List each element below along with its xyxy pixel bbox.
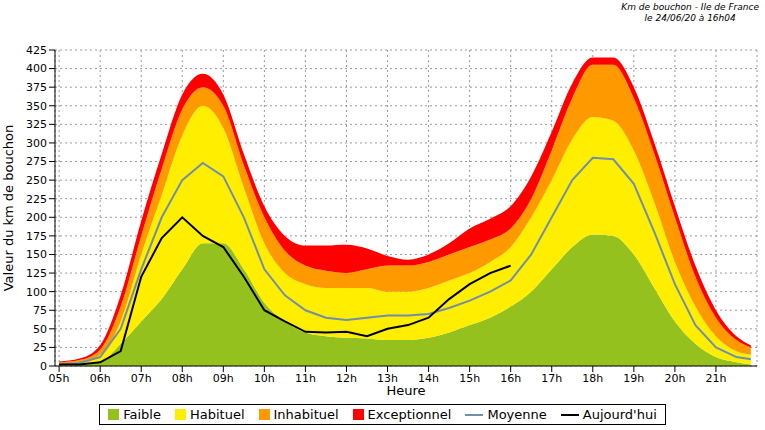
html-text:Exceptionnel: Exceptionnel — [367, 407, 452, 422]
svg-text:25: 25 — [33, 341, 47, 354]
svg-text:14h: 14h — [418, 371, 440, 385]
svg-text:425: 425 — [26, 44, 47, 57]
html-text:le 24/06/20 à 16h04: le 24/06/20 à 16h04 — [644, 13, 736, 23]
svg-text:13h: 13h — [377, 371, 398, 385]
svg-text:350: 350 — [26, 100, 47, 113]
svg-text:05h: 05h — [49, 372, 70, 385]
svg-text:300: 300 — [26, 137, 47, 150]
svg-text:18h: 18h — [582, 372, 603, 385]
svg-text:07h: 07h — [131, 372, 152, 385]
svg-text:17h: 17h — [541, 372, 562, 385]
svg-text:19h: 19h — [623, 372, 644, 385]
svg-text:50: 50 — [33, 323, 47, 336]
svg-text:100: 100 — [26, 286, 47, 299]
svg-text:250: 250 — [26, 174, 47, 187]
svg-text:225: 225 — [26, 193, 47, 206]
html-text:Inhabituel: Inhabituel — [273, 407, 339, 422]
html-text:Km de bouchon - Ile de France: Km de bouchon - Ile de France — [621, 2, 759, 12]
svg-text:16h: 16h — [500, 372, 521, 385]
svg-text:Heure: Heure — [386, 383, 425, 395]
svg-text:150: 150 — [26, 248, 47, 261]
svg-text:0: 0 — [40, 360, 47, 373]
html-text:Habituel: Habituel — [190, 407, 245, 422]
svg-text:21h: 21h — [705, 372, 726, 385]
svg-text:20h: 20h — [664, 372, 685, 385]
svg-text:325: 325 — [26, 118, 47, 131]
svg-text:175: 175 — [26, 230, 47, 243]
html-text:Moyenne: Moyenne — [487, 407, 547, 422]
svg-text:Valeur du km de bouchon: Valeur du km de bouchon — [8, 125, 16, 292]
svg-text:06h: 06h — [90, 372, 111, 385]
html-text:Aujourd'hui: Aujourd'hui — [582, 407, 657, 422]
svg-text:10h: 10h — [254, 372, 275, 385]
svg-text:12h: 12h — [336, 372, 357, 385]
svg-text:08h: 08h — [172, 372, 193, 385]
html-text:Faible: Faible — [123, 407, 161, 422]
svg-text:75: 75 — [33, 304, 47, 317]
svg-text:200: 200 — [26, 211, 47, 224]
svg-text:15h: 15h — [459, 372, 480, 385]
svg-text:09h: 09h — [213, 372, 234, 385]
svg-text:11h: 11h — [295, 372, 316, 385]
svg-text:275: 275 — [26, 155, 47, 168]
svg-text:375: 375 — [26, 81, 47, 94]
svg-text:125: 125 — [26, 267, 47, 280]
svg-text:400: 400 — [26, 62, 47, 75]
